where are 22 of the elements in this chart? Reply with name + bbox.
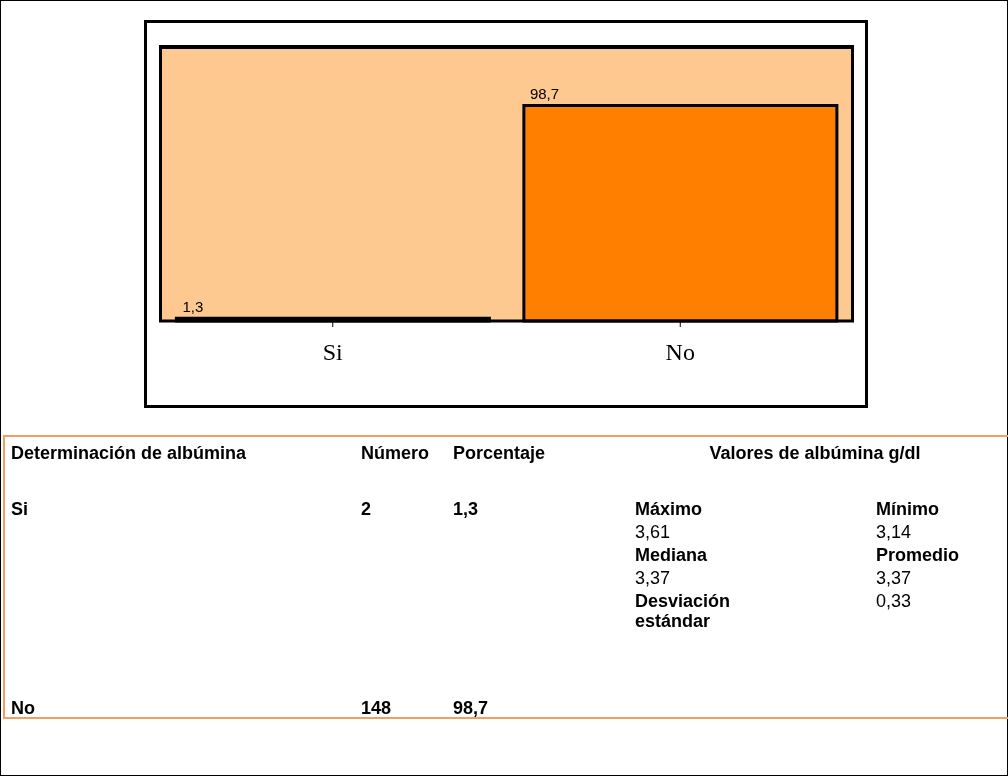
text: Desviación estándar — [635, 591, 732, 631]
text: No — [11, 698, 36, 718]
text: Valores de albúmina g/dl — [708, 443, 922, 463]
text: 3,37 — [876, 568, 913, 588]
text: Promedio — [876, 545, 960, 565]
data-label: 1,3 — [182, 298, 204, 316]
text: Determinación de albúmina — [11, 443, 248, 463]
text: Si — [11, 499, 29, 519]
text: 0,33 — [876, 591, 913, 611]
text: 2 — [361, 499, 372, 519]
data-label: 98,7 — [529, 85, 560, 103]
text: 98,7 — [453, 698, 490, 718]
text: 1,3 — [453, 499, 480, 519]
text: Mínimo — [876, 499, 940, 519]
text: 148 — [361, 698, 393, 718]
text: Porcentaje — [453, 443, 547, 463]
text: Máximo — [635, 499, 704, 519]
text: 3,14 — [876, 522, 913, 542]
text: Mediana — [635, 545, 709, 565]
text: 3,37 — [635, 568, 672, 588]
text: 3,61 — [635, 522, 672, 542]
text: Número — [361, 443, 430, 463]
